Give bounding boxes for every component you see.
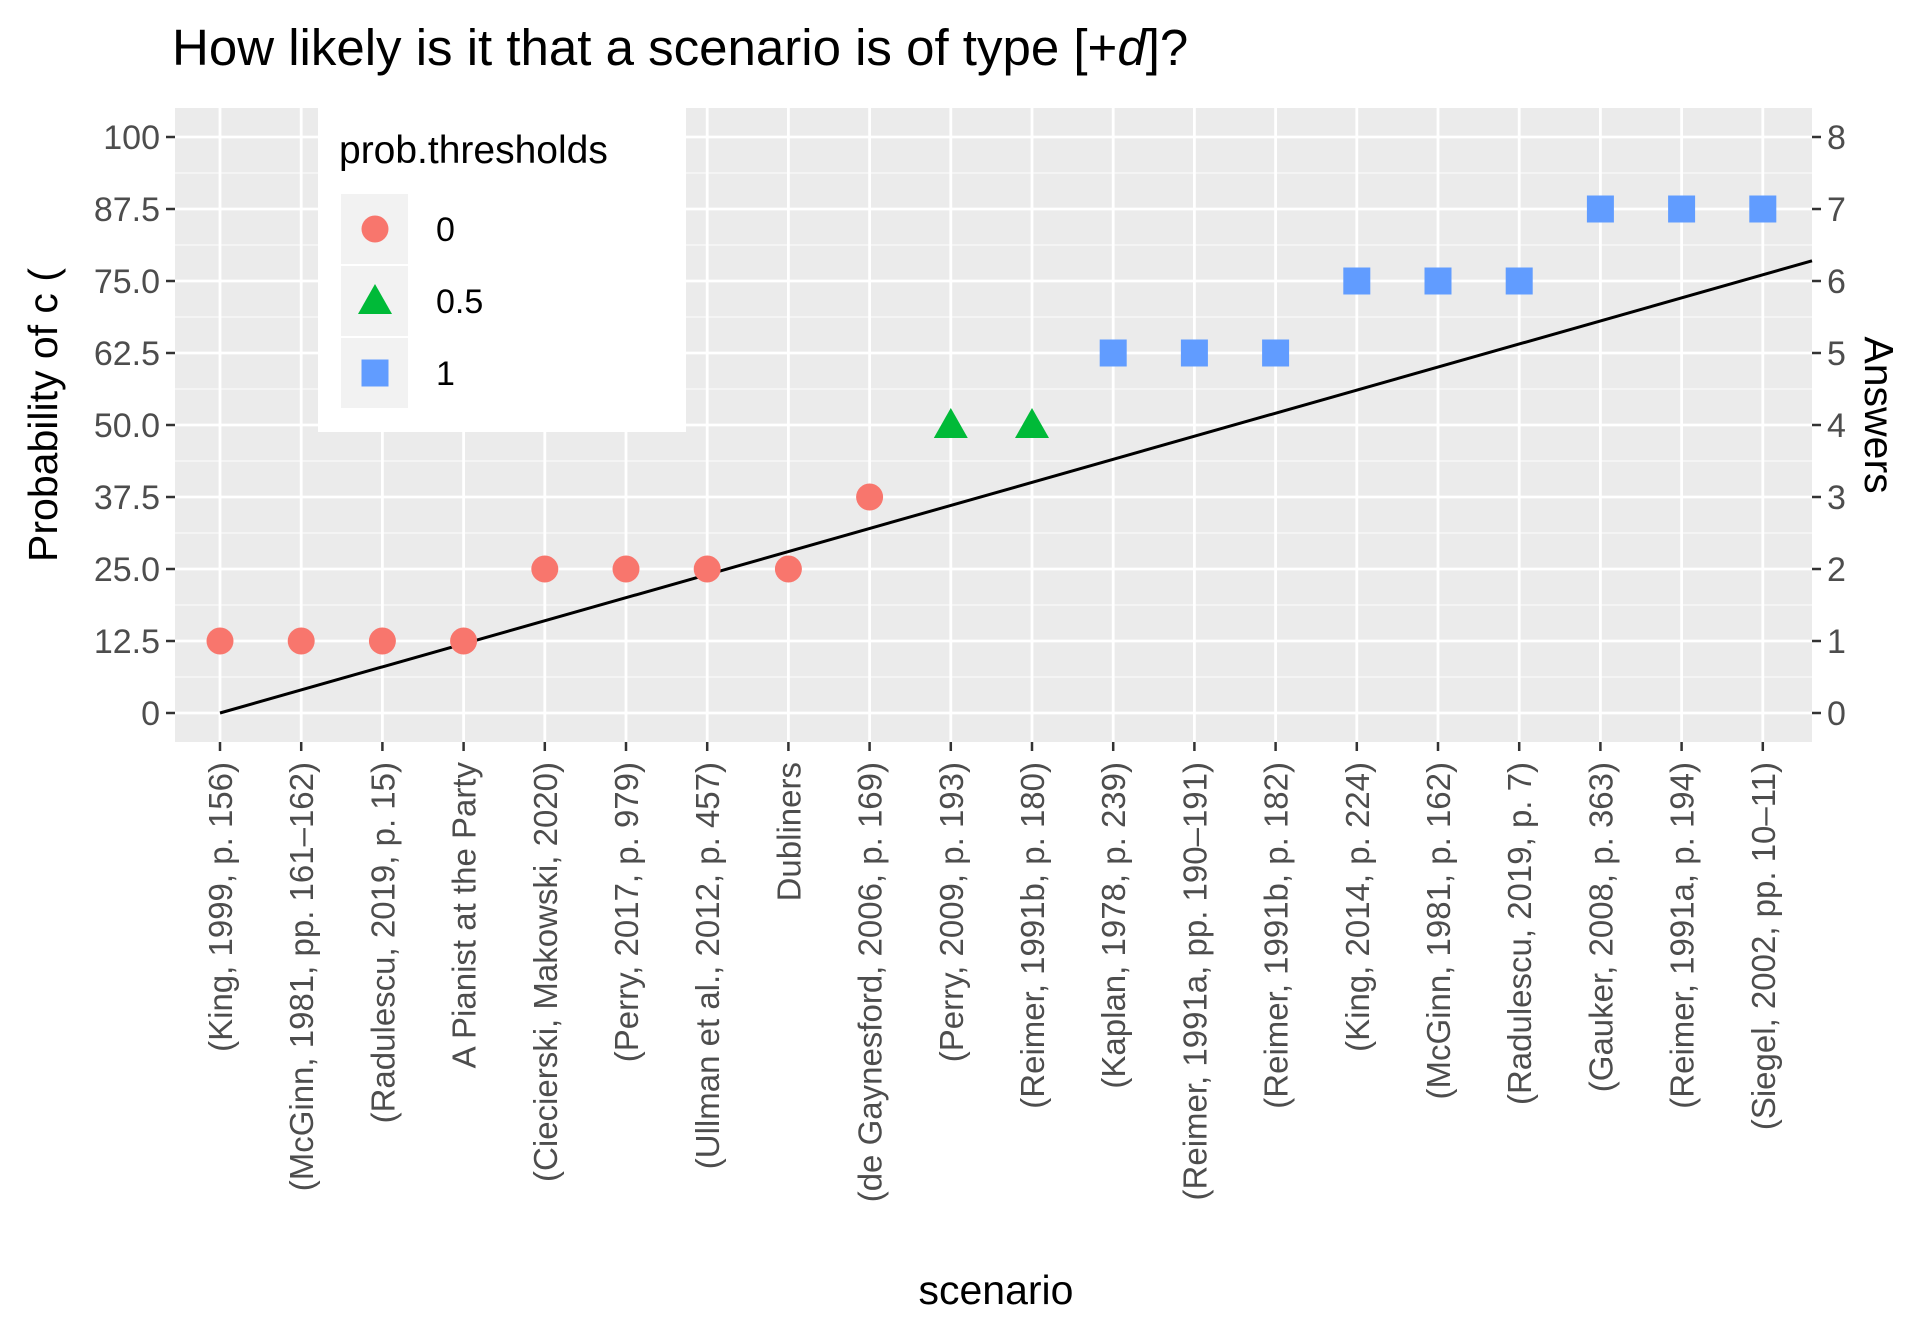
chart-title-suffix: ]? <box>1146 19 1189 76</box>
y-tick-label-right: 3 <box>1827 479 1846 517</box>
chart-title-prefix: How likely is it that a scenario is of t… <box>172 19 1117 76</box>
y-tick-label-right: 5 <box>1827 335 1846 373</box>
x-tick-label: (King, 1999, p. 156) <box>202 762 239 1052</box>
legend-label: 0 <box>436 211 455 249</box>
y-tick-label-right: 4 <box>1827 407 1846 445</box>
data-point <box>1180 339 1208 367</box>
trend-line <box>219 259 1813 715</box>
legend-key-triangle <box>358 284 392 314</box>
data-point <box>1505 267 1533 295</box>
y-tick-label-right: 8 <box>1827 119 1846 157</box>
legend-key-circle <box>361 215 389 243</box>
legend: prob.thresholds 0 0.5 1 <box>318 92 686 432</box>
x-tick-label: (Perry, 2009, p. 193) <box>933 762 970 1062</box>
x-tick-label: (McGinn, 1981, pp. 161–162) <box>283 762 320 1191</box>
data-point <box>1586 195 1614 223</box>
x-tick-label: (Reimer, 1991a, pp. 190–191) <box>1176 762 1213 1200</box>
x-tick-label: (de Gaynesford, 2006, p. 169) <box>852 762 889 1202</box>
x-tick-label: (King, 2014, p. 224) <box>1339 762 1376 1052</box>
y-tick-label-right: 6 <box>1827 263 1846 301</box>
x-tick-label: (Perry, 2017, p. 979) <box>608 762 645 1062</box>
legend-label: 0.5 <box>436 283 483 321</box>
x-tick-label: A Pianist at the Party <box>446 762 483 1069</box>
data-point <box>368 627 396 655</box>
data-point <box>774 555 802 583</box>
x-tick-label: (Kaplan, 1978, p. 239) <box>1095 762 1132 1089</box>
legend-label: 1 <box>436 355 455 393</box>
y-tick-label-left: 25.0 <box>94 551 160 589</box>
data-point <box>1099 339 1127 367</box>
data-point <box>1749 195 1777 223</box>
x-tick-label: (Gauker, 2008, p. 363) <box>1582 762 1619 1092</box>
y-tick-label-right: 0 <box>1827 695 1846 733</box>
data-point <box>1343 267 1371 295</box>
data-point <box>856 483 884 511</box>
data-point <box>1668 195 1696 223</box>
y-tick-label-left: 12.5 <box>94 623 160 661</box>
x-tick-label: (Reimer, 1991b, p. 180) <box>1014 762 1051 1109</box>
x-tick-label: (Reimer, 1991a, p. 194) <box>1664 762 1701 1109</box>
data-point <box>1262 339 1290 367</box>
legend-title: prob.thresholds <box>339 129 608 172</box>
legend-key-square <box>361 359 389 387</box>
y-tick-label-left: 87.5 <box>94 191 160 229</box>
data-point <box>1015 408 1049 438</box>
y-tick-label-right: 7 <box>1827 191 1846 229</box>
x-axis-title: scenario <box>919 1267 1074 1313</box>
data-point <box>693 555 721 583</box>
y-tick-label-right: 1 <box>1827 623 1846 661</box>
x-tick-label: (Radulescu, 2019, p. 7) <box>1501 762 1538 1105</box>
data-point <box>531 555 559 583</box>
x-tick-label: (Ciecierski, Makowski, 2020) <box>527 762 564 1182</box>
data-point <box>206 627 234 655</box>
y-tick-label-left: 0 <box>141 695 160 733</box>
data-marks <box>206 195 1813 715</box>
x-tick-label: (McGinn, 1981, p. 162) <box>1420 762 1457 1100</box>
axes: 0 12.5 25.0 37.5 50.0 62.5 75.0 87.5 100 0 1 2 3 4 5 6 7… <box>20 119 1902 1313</box>
x-tick-label: (Reimer, 1991b, p. 182) <box>1258 762 1295 1109</box>
data-point <box>450 627 478 655</box>
y-tick-label-left: 62.5 <box>94 335 160 373</box>
y-tick-label-left: 50.0 <box>94 407 160 445</box>
y-axis-title-left: Probability of c ( <box>20 268 66 562</box>
data-point <box>1424 267 1452 295</box>
data-point <box>933 408 968 438</box>
y-axis-title-right: Answers <box>1856 336 1902 493</box>
x-tick-label: (Ullman et al., 2012, p. 457) <box>689 762 726 1169</box>
chart-title-italic: d <box>1117 19 1147 76</box>
x-tick-label: Dubliners <box>770 762 807 901</box>
x-tick-label: (Radulescu, 2019, p. 15) <box>364 762 401 1123</box>
data-point <box>287 627 315 655</box>
y-tick-label-right: 2 <box>1827 551 1846 589</box>
y-tick-label-left: 100 <box>103 119 160 157</box>
x-tick-label: (Siegel, 2002, pp. 10–11) <box>1745 762 1782 1130</box>
chart-title: How likely is it that a scenario is of t… <box>172 19 1188 76</box>
data-point <box>612 555 640 583</box>
y-tick-label-left: 75.0 <box>94 263 160 301</box>
y-tick-label-left: 37.5 <box>94 479 160 517</box>
